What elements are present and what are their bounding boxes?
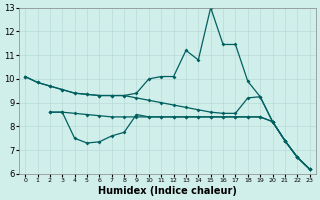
X-axis label: Humidex (Indice chaleur): Humidex (Indice chaleur): [98, 186, 237, 196]
